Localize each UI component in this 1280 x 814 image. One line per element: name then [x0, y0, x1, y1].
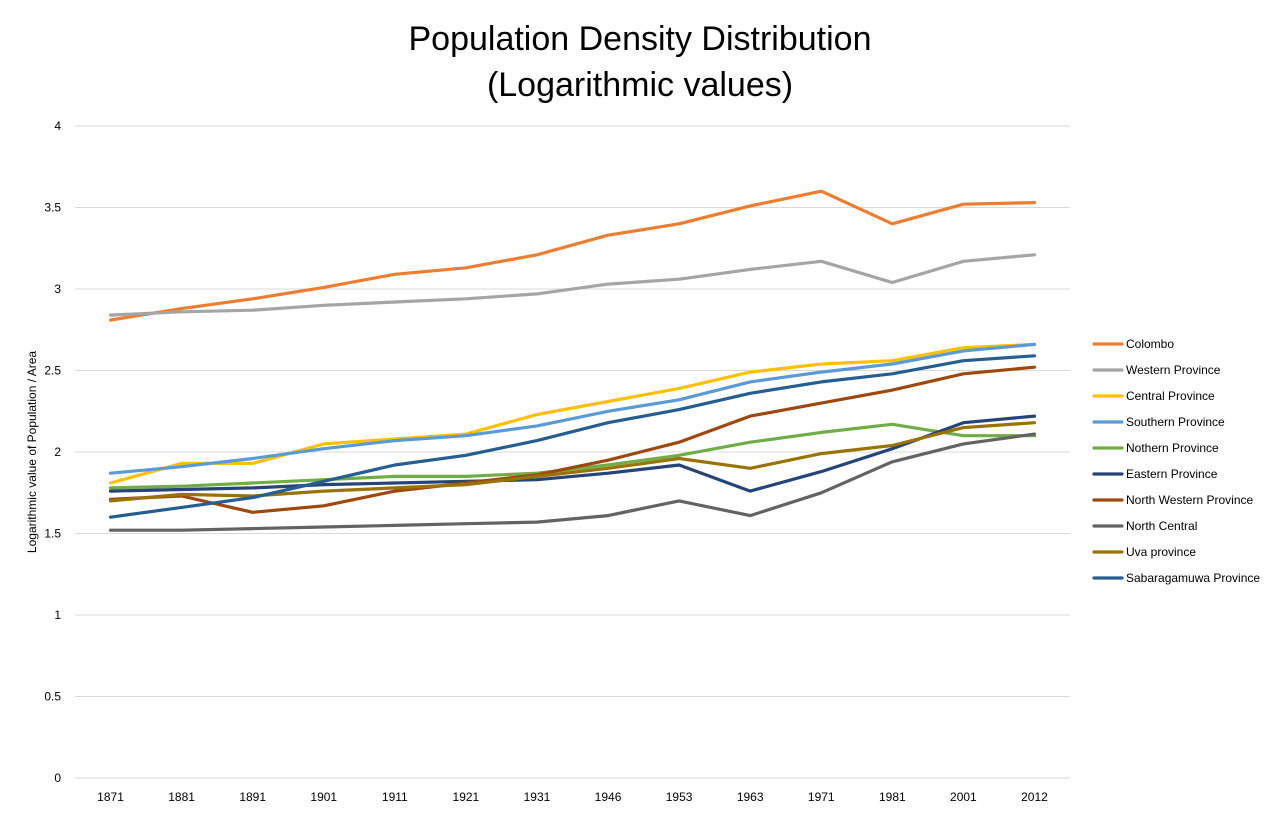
x-tick-label: 1901: [310, 790, 337, 804]
series-line-sabaragamuwa-province: [108, 354, 1037, 519]
legend-label: Western Province: [1126, 363, 1221, 377]
series-lines: [108, 189, 1037, 532]
x-tick-label: 1946: [595, 790, 622, 804]
legend-label: North Western Province: [1126, 493, 1253, 507]
legend-item: North Central: [1092, 519, 1197, 533]
chart-title-line-1: Population Density Distribution: [408, 20, 871, 58]
legend-item: Central Province: [1092, 389, 1215, 403]
legend-label: North Central: [1126, 519, 1197, 533]
x-tick-label: 2012: [1021, 790, 1048, 804]
series-line-colombo: [108, 189, 1037, 322]
gridlines: [75, 125, 1070, 779]
x-tick-label: 1981: [879, 790, 906, 804]
x-tick-label: 1953: [666, 790, 693, 804]
series-line-central-province: [108, 342, 1037, 485]
x-tick-label: 1911: [382, 790, 408, 804]
x-tick-label: 1881: [168, 790, 195, 804]
y-tick-label: 2: [54, 445, 61, 459]
series-line-nothern-province: [108, 422, 1037, 490]
series-line-southern-province: [108, 342, 1037, 475]
series-line-north-western-province: [108, 365, 1037, 514]
y-tick-label: 1.5: [44, 527, 61, 541]
legend-label: Eastern Province: [1126, 467, 1218, 481]
y-tick-label: 0: [54, 771, 61, 785]
legend-label: Colombo: [1126, 337, 1174, 351]
y-tick-label: 3: [54, 282, 61, 296]
y-tick-label: 2.5: [44, 364, 61, 378]
x-tick-label: 1971: [808, 790, 835, 804]
x-axis-ticks: 1871 1881 1891 1901 1911 1921 1931 1946 1953 1963…: [97, 790, 1048, 804]
y-tick-label: 3.5: [44, 201, 61, 215]
legend-item: Western Province: [1092, 363, 1221, 377]
legend-item: Eastern Province: [1092, 467, 1218, 481]
legend-item: Uva province: [1092, 545, 1196, 559]
y-tick-label: 1: [54, 608, 61, 622]
legend-item: Southern Province: [1092, 415, 1225, 429]
legend-label: Nothern Province: [1126, 441, 1219, 455]
legend-item: North Western Province: [1092, 493, 1253, 507]
series-line-eastern-province: [108, 414, 1037, 493]
legend-item: Sabaragamuwa Province: [1092, 571, 1260, 585]
y-axis-ticks: 0 0.5 1 1.5 2 2.5 3 3.5 4: [44, 119, 61, 785]
series-line-western-province: [108, 253, 1037, 317]
y-tick-label: 4: [54, 119, 61, 133]
x-tick-label: 1931: [524, 790, 551, 804]
legend-label: Southern Province: [1126, 415, 1225, 429]
legend-label: Central Province: [1126, 389, 1215, 403]
legend: Colombo Western Province Central Province S…: [1092, 337, 1260, 585]
chart-title: Population Density Distribution (Logarit…: [408, 20, 871, 104]
series-line-north-central: [108, 432, 1037, 532]
x-tick-label: 1963: [737, 790, 764, 804]
x-tick-label: 1921: [453, 790, 480, 804]
x-tick-label: 1891: [239, 790, 266, 804]
chart-title-line-2: (Logarithmic values): [487, 66, 793, 104]
x-tick-label: 2001: [950, 790, 977, 804]
y-axis-label: Logarithmic value of Population / Area: [25, 351, 39, 553]
legend-label: Uva province: [1126, 545, 1196, 559]
legend-item: Nothern Province: [1092, 441, 1219, 455]
x-tick-label: 1871: [97, 790, 124, 804]
legend-label: Sabaragamuwa Province: [1126, 571, 1260, 585]
y-tick-label: 0.5: [44, 690, 61, 704]
legend-item: Colombo: [1092, 337, 1174, 351]
